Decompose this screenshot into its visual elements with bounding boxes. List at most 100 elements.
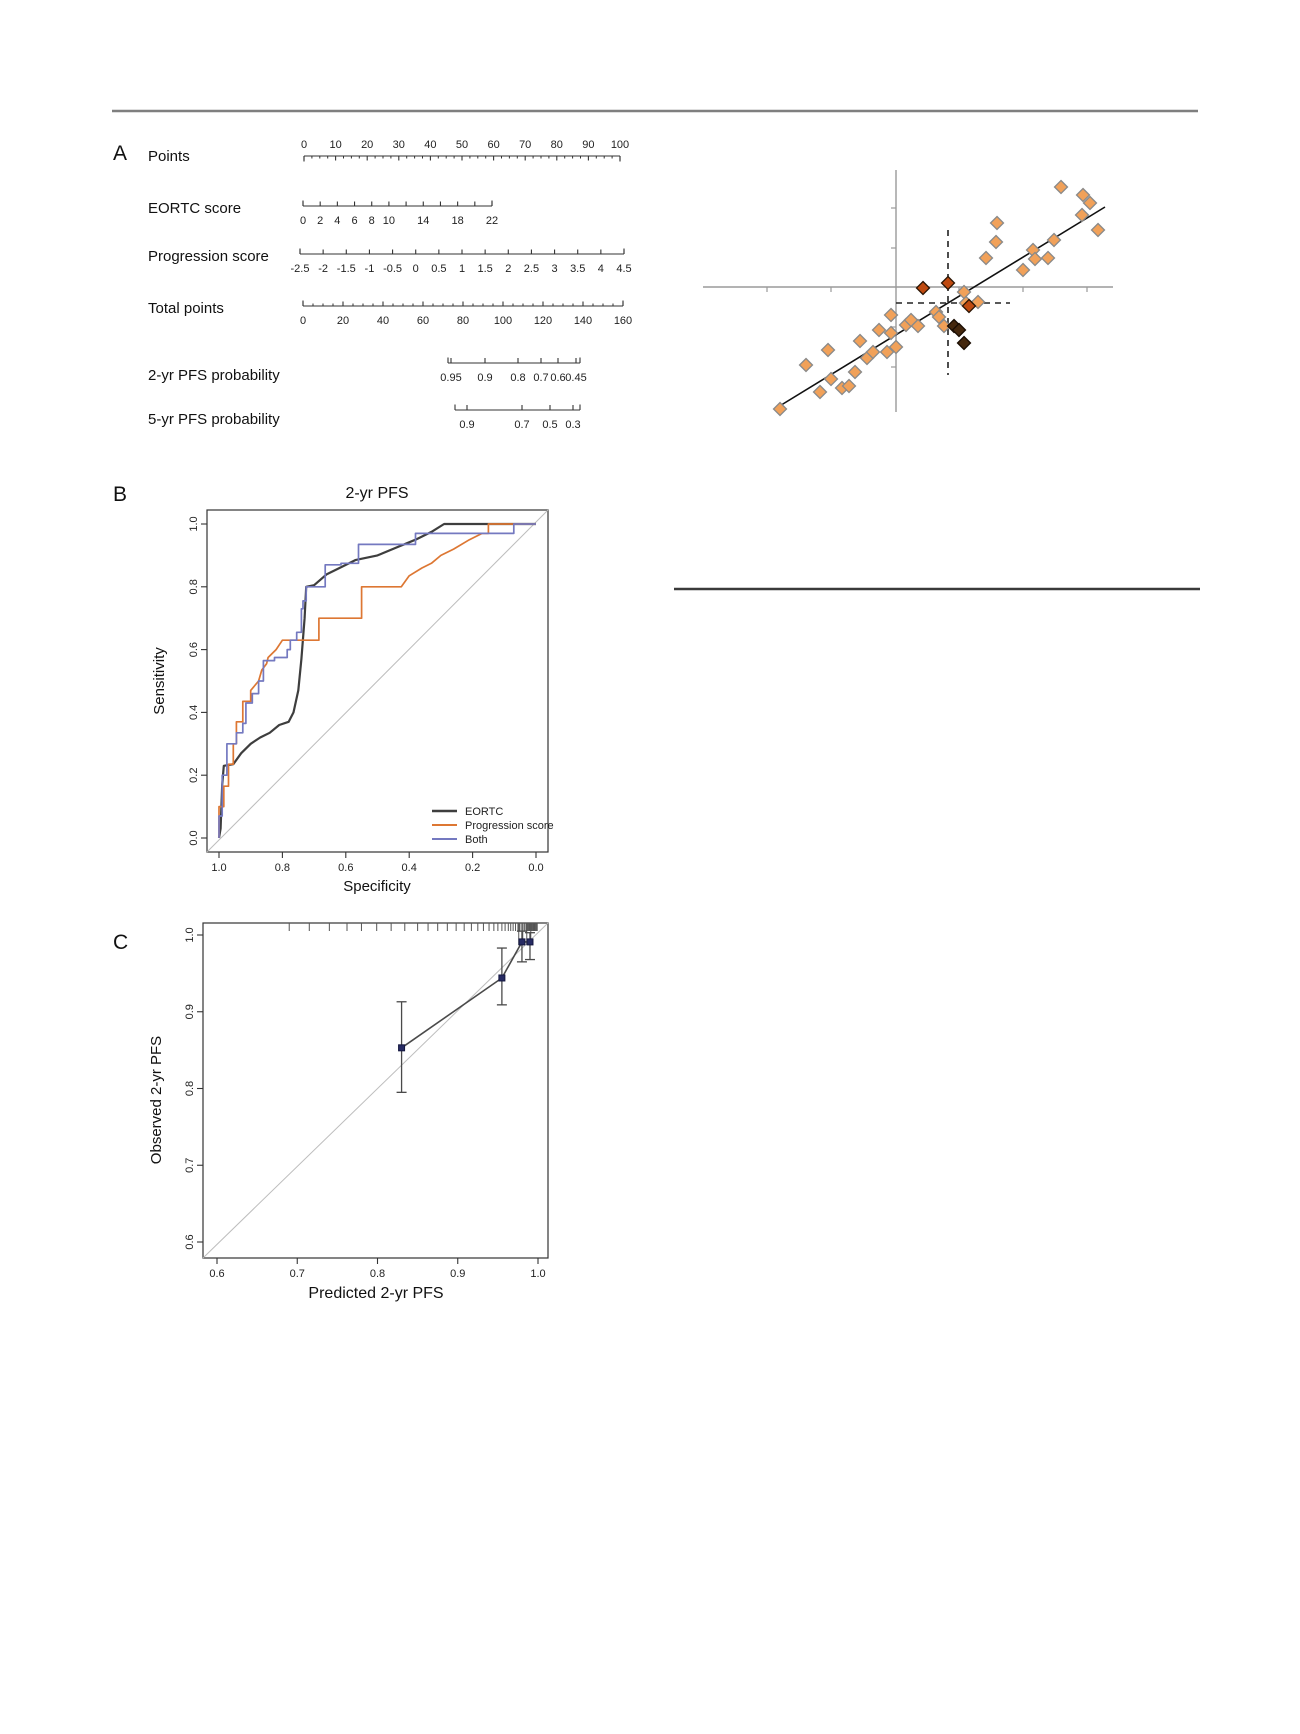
panel-a-label: A xyxy=(113,142,127,165)
nomogram-row-label: Progression score xyxy=(148,248,269,265)
scatter-point xyxy=(1074,207,1090,223)
svg-text:0.6: 0.6 xyxy=(188,642,200,657)
roc-plot: 1.0 0.8 0.6 0.4 0.2 0.0 0.0 0.2 0.4 0.6 0.8 1.0 EORT… xyxy=(188,509,554,874)
nomogram-row-label: Points xyxy=(148,148,190,165)
svg-text:0.7: 0.7 xyxy=(184,1158,196,1173)
calibration-point xyxy=(498,974,506,982)
scatter-point xyxy=(1082,195,1098,211)
svg-text:0.9: 0.9 xyxy=(450,1268,465,1280)
svg-text:100: 100 xyxy=(494,315,512,327)
svg-text:6: 6 xyxy=(351,215,357,227)
calibration-xlabel: Predicted 2-yr PFS xyxy=(308,1285,443,1302)
scatter-point xyxy=(1075,187,1091,203)
svg-text:1: 1 xyxy=(459,263,465,275)
svg-text:0.7: 0.7 xyxy=(533,372,548,384)
scatter-point xyxy=(1015,262,1031,278)
calibration-ylabel: Observed 2-yr PFS xyxy=(148,1036,165,1164)
svg-text:10: 10 xyxy=(329,139,341,151)
svg-text:2.5: 2.5 xyxy=(524,263,539,275)
svg-text:1.0: 1.0 xyxy=(184,927,196,942)
scatter-point xyxy=(915,280,931,296)
svg-text:14: 14 xyxy=(417,215,429,227)
svg-text:-0.5: -0.5 xyxy=(383,263,402,275)
scatter-point xyxy=(1053,179,1069,195)
svg-text:2: 2 xyxy=(505,263,511,275)
roc-curve-eortc xyxy=(217,522,536,839)
svg-text:1.5: 1.5 xyxy=(477,263,492,275)
svg-text:-1: -1 xyxy=(365,263,375,275)
svg-text:40: 40 xyxy=(377,315,389,327)
scatter-point xyxy=(951,322,967,338)
svg-text:0.8: 0.8 xyxy=(370,1268,385,1280)
scatter-point xyxy=(989,215,1005,231)
svg-text:20: 20 xyxy=(337,315,349,327)
legend-label: Progression score xyxy=(465,820,554,832)
roc-title: 2-yr PFS xyxy=(345,485,408,502)
svg-text:10: 10 xyxy=(383,215,395,227)
panel-c-label: C xyxy=(113,931,128,954)
roc-curve-both xyxy=(218,523,536,838)
svg-text:160: 160 xyxy=(614,315,632,327)
scatter-point xyxy=(1090,222,1106,238)
calibration-point xyxy=(398,1044,406,1052)
scatter-point xyxy=(961,298,977,314)
svg-text:3: 3 xyxy=(552,263,558,275)
panel-b-label: B xyxy=(113,483,127,506)
svg-text:0.2: 0.2 xyxy=(188,768,200,783)
svg-text:0.8: 0.8 xyxy=(510,372,525,384)
calibration-plot: 0.6 0.7 0.8 0.9 1.0 0.6 0.7 0.8 0.9 1.0 xyxy=(184,922,549,1280)
svg-text:0: 0 xyxy=(301,139,307,151)
svg-text:0.8: 0.8 xyxy=(184,1081,196,1096)
svg-text:1.0: 1.0 xyxy=(188,516,200,531)
svg-text:3.5: 3.5 xyxy=(570,263,585,275)
calibration-point xyxy=(526,938,534,946)
scatter-point xyxy=(1046,232,1062,248)
svg-text:4: 4 xyxy=(334,215,340,227)
roc-xlabel: Specificity xyxy=(343,878,411,895)
scatter-point xyxy=(888,339,904,355)
svg-text:4.5: 4.5 xyxy=(616,263,631,275)
svg-text:0: 0 xyxy=(300,315,306,327)
svg-text:22: 22 xyxy=(486,215,498,227)
scatter-point xyxy=(883,325,899,341)
scatter-point xyxy=(936,318,952,334)
svg-text:120: 120 xyxy=(534,315,552,327)
scatter-point xyxy=(865,344,881,360)
scatter-point xyxy=(1027,251,1043,267)
scatter-point xyxy=(847,364,863,380)
svg-text:0.0: 0.0 xyxy=(188,830,200,845)
svg-text:0.2: 0.2 xyxy=(465,862,480,874)
scatter-point xyxy=(1040,250,1056,266)
svg-text:0.6: 0.6 xyxy=(184,1234,196,1249)
svg-text:8: 8 xyxy=(369,215,375,227)
nomogram-row-label: 2-yr PFS probability xyxy=(148,367,280,384)
svg-text:0.9: 0.9 xyxy=(477,372,492,384)
scatter-point xyxy=(820,342,836,358)
svg-text:20: 20 xyxy=(361,139,373,151)
svg-text:0.6: 0.6 xyxy=(550,372,565,384)
nomogram-row-label: Total points xyxy=(148,300,224,317)
nomogram-row-label: EORTC score xyxy=(148,200,241,217)
svg-text:0: 0 xyxy=(413,263,419,275)
scatter-point xyxy=(852,333,868,349)
svg-text:0.9: 0.9 xyxy=(459,419,474,431)
scatter-point xyxy=(812,384,828,400)
svg-text:80: 80 xyxy=(457,315,469,327)
svg-text:100: 100 xyxy=(611,139,629,151)
svg-text:90: 90 xyxy=(582,139,594,151)
legend-label: EORTC xyxy=(465,806,503,818)
svg-text:40: 40 xyxy=(424,139,436,151)
svg-text:70: 70 xyxy=(519,139,531,151)
scatter-point xyxy=(841,378,857,394)
svg-text:0.5: 0.5 xyxy=(542,419,557,431)
svg-text:4: 4 xyxy=(598,263,604,275)
roc-curve-progression-score xyxy=(218,523,536,838)
scatter-point xyxy=(879,344,895,360)
scatter-point xyxy=(956,335,972,351)
svg-text:0.3: 0.3 xyxy=(565,419,580,431)
svg-text:0.95: 0.95 xyxy=(440,372,461,384)
svg-text:-2: -2 xyxy=(318,263,328,275)
svg-text:1.0: 1.0 xyxy=(211,862,226,874)
